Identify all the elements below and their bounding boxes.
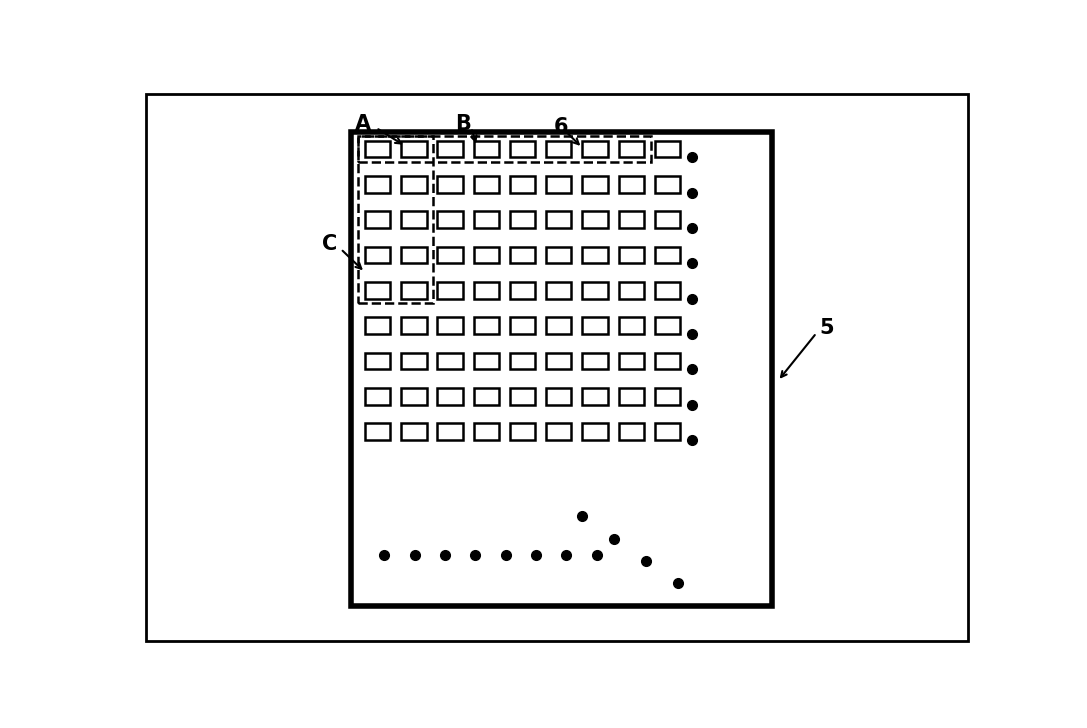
Bar: [401, 211, 426, 228]
Text: 5: 5: [820, 318, 834, 339]
Bar: [510, 317, 535, 334]
Bar: [619, 352, 644, 369]
Bar: [654, 388, 680, 405]
Bar: [510, 423, 535, 440]
Bar: [437, 211, 463, 228]
Bar: [583, 282, 608, 298]
Bar: [654, 317, 680, 334]
Bar: [401, 141, 426, 157]
Bar: [474, 388, 499, 405]
Bar: [474, 247, 499, 264]
Bar: [365, 282, 390, 298]
Bar: [359, 136, 651, 162]
Bar: [546, 388, 572, 405]
Bar: [583, 141, 608, 157]
Bar: [583, 317, 608, 334]
Bar: [401, 423, 426, 440]
Bar: [546, 176, 572, 193]
Bar: [619, 176, 644, 193]
Bar: [654, 247, 680, 264]
Bar: [619, 211, 644, 228]
Bar: [437, 388, 463, 405]
Bar: [437, 247, 463, 264]
Bar: [401, 282, 426, 298]
Bar: [401, 388, 426, 405]
Bar: [654, 176, 680, 193]
Bar: [365, 423, 390, 440]
Bar: [365, 352, 390, 369]
Bar: [654, 423, 680, 440]
Bar: [510, 352, 535, 369]
Bar: [654, 141, 680, 157]
Text: C: C: [322, 234, 337, 254]
Bar: [654, 282, 680, 298]
Bar: [546, 282, 572, 298]
Text: A: A: [355, 114, 372, 134]
Bar: [619, 317, 644, 334]
Bar: [365, 141, 390, 157]
Bar: [474, 423, 499, 440]
Text: 6: 6: [554, 116, 569, 137]
Bar: [546, 141, 572, 157]
Bar: [510, 247, 535, 264]
Bar: [437, 141, 463, 157]
Bar: [619, 247, 644, 264]
Bar: [365, 247, 390, 264]
Bar: [546, 247, 572, 264]
Text: B: B: [454, 114, 471, 134]
Bar: [437, 317, 463, 334]
Bar: [474, 282, 499, 298]
Bar: [474, 141, 499, 157]
Bar: [546, 211, 572, 228]
Bar: [546, 352, 572, 369]
Bar: [619, 141, 644, 157]
Bar: [437, 282, 463, 298]
Bar: [583, 423, 608, 440]
Bar: [619, 282, 644, 298]
Bar: [654, 211, 680, 228]
Bar: [510, 388, 535, 405]
Bar: [510, 282, 535, 298]
Bar: [351, 132, 772, 606]
Bar: [365, 388, 390, 405]
Bar: [401, 176, 426, 193]
Bar: [359, 136, 434, 303]
Bar: [583, 211, 608, 228]
Bar: [401, 352, 426, 369]
Bar: [437, 352, 463, 369]
Bar: [654, 352, 680, 369]
Bar: [510, 141, 535, 157]
Bar: [437, 423, 463, 440]
Bar: [619, 388, 644, 405]
Bar: [510, 176, 535, 193]
Bar: [365, 176, 390, 193]
Bar: [474, 317, 499, 334]
Bar: [365, 211, 390, 228]
Bar: [619, 423, 644, 440]
Bar: [583, 388, 608, 405]
Bar: [583, 247, 608, 264]
Bar: [583, 176, 608, 193]
Bar: [401, 247, 426, 264]
Bar: [365, 317, 390, 334]
Bar: [510, 211, 535, 228]
Bar: [474, 352, 499, 369]
Bar: [401, 317, 426, 334]
Bar: [546, 317, 572, 334]
Bar: [583, 352, 608, 369]
Bar: [546, 423, 572, 440]
Bar: [474, 176, 499, 193]
Bar: [474, 211, 499, 228]
Bar: [437, 176, 463, 193]
